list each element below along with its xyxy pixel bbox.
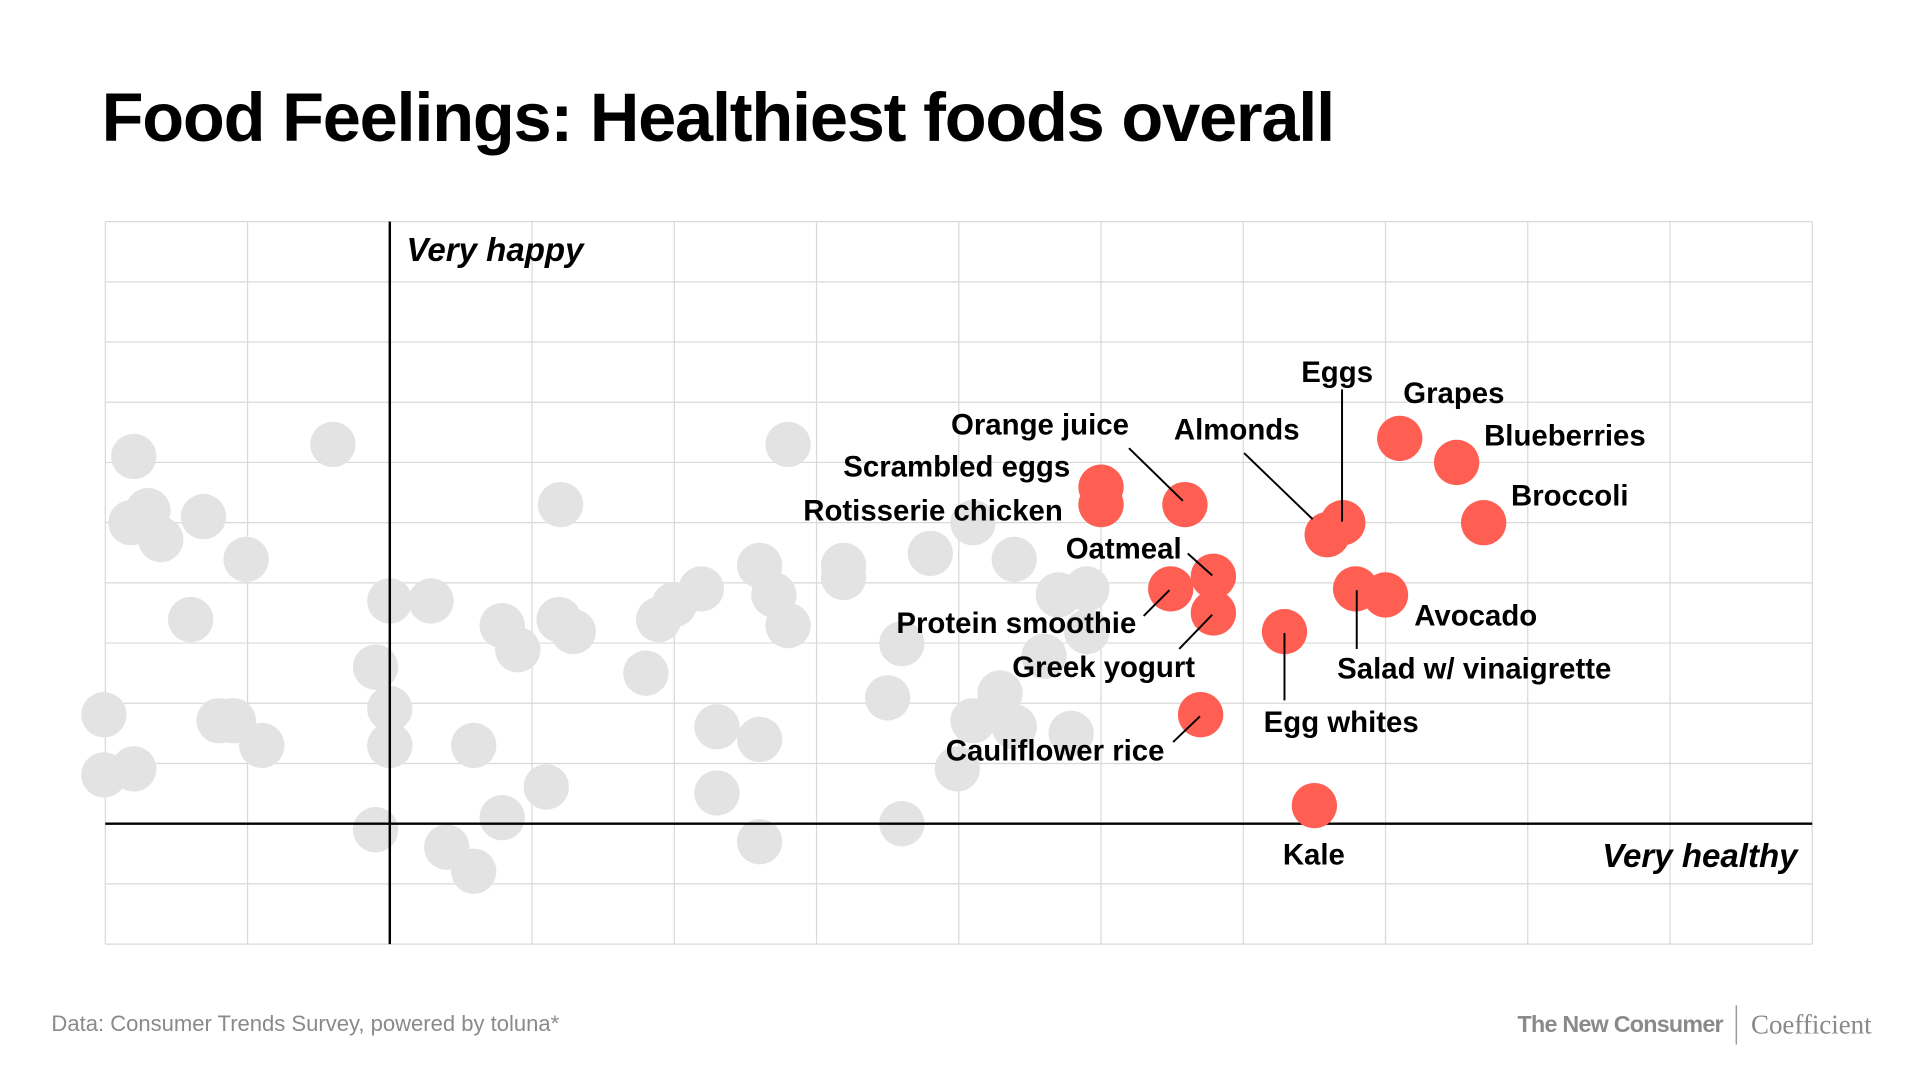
leader-almonds bbox=[1243, 452, 1314, 520]
other-food-point bbox=[694, 704, 740, 750]
label-blueberries: Blueberries bbox=[1484, 420, 1646, 453]
highlighted-foods bbox=[1078, 415, 1507, 829]
other-food-point bbox=[950, 500, 996, 546]
x-axis-label: Very healthy bbox=[1602, 838, 1799, 875]
other-food-point bbox=[352, 644, 399, 690]
other-food-point bbox=[239, 722, 285, 769]
other-food-point bbox=[537, 481, 584, 528]
leader-oatmeal bbox=[1187, 552, 1213, 577]
label-egg-whites: Egg whites bbox=[1264, 706, 1419, 739]
other-food-point bbox=[1021, 633, 1067, 679]
y-axis-label: Very happy bbox=[407, 232, 586, 269]
leader-cauliflower-rice bbox=[1172, 715, 1201, 743]
point-almonds bbox=[1304, 512, 1350, 558]
other-food-point bbox=[223, 536, 269, 583]
label-protein-smoothie: Protein smoothie bbox=[896, 607, 1136, 640]
point-rotisserie-chicken bbox=[1078, 481, 1124, 528]
other-food-point bbox=[310, 421, 356, 468]
label-kale: Kale bbox=[1283, 838, 1345, 871]
label-rotisserie-chicken: Rotisserie chicken bbox=[803, 494, 1063, 527]
other-food-point bbox=[879, 621, 925, 667]
label-avocado: Avocado bbox=[1414, 600, 1537, 633]
label-salad-w-vinaigrette: Salad w/ vinaigrette bbox=[1337, 652, 1611, 685]
point-oatmeal bbox=[1190, 553, 1237, 599]
other-food-point bbox=[694, 770, 740, 816]
axes bbox=[105, 221, 1813, 945]
other-food-point bbox=[678, 566, 724, 612]
label-greek-yogurt: Greek yogurt bbox=[1012, 651, 1195, 684]
source-note: Data: Consumer Trends Survey, powered by… bbox=[51, 1011, 559, 1036]
point-kale bbox=[1291, 782, 1338, 829]
point-broccoli bbox=[1461, 500, 1507, 546]
other-food-point bbox=[111, 433, 157, 480]
other-food-point bbox=[111, 746, 157, 792]
other-food-point bbox=[523, 764, 569, 810]
label-cauliflower-rice: Cauliflower rice bbox=[946, 734, 1165, 767]
other-food-point bbox=[451, 722, 497, 769]
other-food-point bbox=[820, 554, 867, 601]
brand-coefficient: Coefficient bbox=[1751, 1009, 1872, 1039]
point-egg-whites bbox=[1261, 608, 1308, 655]
other-food-point bbox=[495, 627, 541, 673]
other-food-point bbox=[1064, 566, 1110, 612]
label-almonds: Almonds bbox=[1174, 414, 1300, 447]
other-food-point bbox=[479, 795, 525, 841]
leader-lines bbox=[1128, 389, 1358, 743]
other-food-point bbox=[765, 421, 811, 468]
other-food-point bbox=[550, 608, 596, 655]
other-food-point bbox=[451, 848, 497, 894]
other-food-point bbox=[81, 692, 127, 738]
other-food-point bbox=[408, 578, 454, 624]
other-food-point bbox=[934, 746, 981, 792]
other-food-point bbox=[180, 493, 227, 540]
brand-the-new-consumer: The New Consumer bbox=[1518, 1011, 1724, 1037]
other-food-point bbox=[736, 819, 783, 865]
other-food-point bbox=[168, 596, 214, 643]
other-food-point bbox=[865, 675, 911, 721]
point-salad-w-vinaigrette bbox=[1332, 566, 1379, 612]
label-grapes: Grapes bbox=[1403, 377, 1504, 410]
point-blueberries bbox=[1433, 439, 1480, 486]
other-food-point bbox=[991, 704, 1037, 750]
other-foods bbox=[81, 421, 1110, 894]
other-food-point bbox=[352, 807, 399, 853]
other-food-point bbox=[907, 530, 953, 577]
other-food-point bbox=[138, 516, 184, 563]
other-food-point bbox=[1048, 710, 1094, 757]
other-food-point bbox=[950, 698, 996, 744]
leader-greek-yogurt bbox=[1178, 614, 1213, 650]
leader-orange-juice bbox=[1128, 447, 1184, 502]
label-scrambled-eggs: Scrambled eggs bbox=[843, 450, 1070, 483]
other-food-point bbox=[623, 650, 669, 696]
point-orange-juice bbox=[1162, 481, 1208, 528]
label-oatmeal: Oatmeal bbox=[1066, 532, 1182, 565]
label-eggs: Eggs bbox=[1301, 356, 1373, 389]
chart-title: Food Feelings: Healthiest foods overall bbox=[102, 79, 1334, 156]
other-food-point bbox=[736, 716, 783, 763]
other-food-point bbox=[1064, 608, 1110, 655]
other-food-point bbox=[991, 536, 1037, 583]
leader-protein-smoothie bbox=[1142, 589, 1171, 617]
label-orange-juice: Orange juice bbox=[951, 409, 1129, 442]
other-food-point bbox=[765, 602, 811, 649]
point-grapes bbox=[1377, 415, 1423, 462]
label-broccoli: Broccoli bbox=[1511, 480, 1629, 513]
